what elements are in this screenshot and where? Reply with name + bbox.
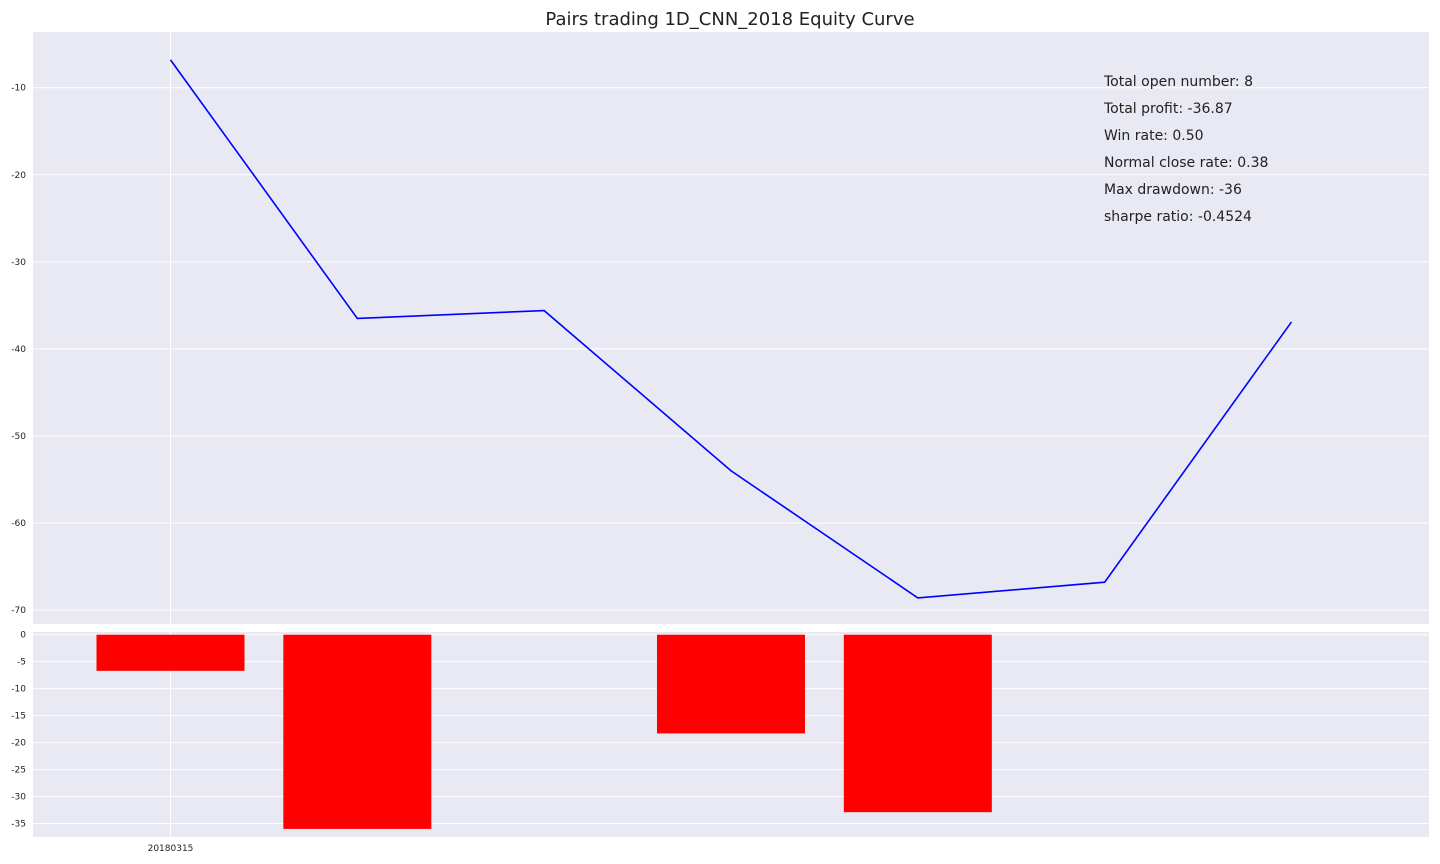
x-axis: 20180315 bbox=[148, 844, 194, 854]
equity-grid bbox=[33, 32, 1429, 624]
profit-bar bbox=[656, 634, 805, 734]
profit-bar bbox=[96, 634, 245, 671]
stat-line: Normal close rate: 0.38 bbox=[1104, 155, 1268, 171]
profit-y-tick-label: -10 bbox=[11, 685, 26, 695]
equity-y-tick-label: -30 bbox=[11, 258, 26, 268]
profit-y-axis: 0 -5 -10 -15 -20 -25 -30 -35 bbox=[11, 631, 26, 830]
stat-line: sharpe ratio: -0.4524 bbox=[1104, 209, 1252, 225]
profit-y-tick-label: -25 bbox=[11, 766, 26, 776]
equity-curve-line bbox=[169, 59, 1293, 599]
x-tick-label: 20180315 bbox=[148, 844, 194, 854]
profit-y-tick-label: -5 bbox=[17, 658, 26, 668]
profit-y-tick-label: -15 bbox=[11, 712, 26, 722]
profit-bars bbox=[96, 634, 992, 829]
profit-bar bbox=[843, 634, 992, 813]
stat-line: Max drawdown: -36 bbox=[1104, 182, 1242, 198]
profit-y-tick-label: 0 bbox=[20, 631, 26, 641]
stat-line: Win rate: 0.50 bbox=[1104, 128, 1204, 144]
profit-y-tick-label: -30 bbox=[11, 793, 26, 803]
stat-line: Total open number: 8 bbox=[1103, 74, 1253, 90]
equity-y-axis: -10 -20 -30 -40 -50 -60 -70 bbox=[11, 84, 26, 616]
equity-y-tick-label: -20 bbox=[11, 171, 26, 181]
profit-y-tick-label: -35 bbox=[11, 820, 26, 830]
equity-y-tick-label: -10 bbox=[11, 84, 26, 94]
equity-y-tick-label: -60 bbox=[11, 519, 26, 529]
profit-bar bbox=[283, 634, 432, 829]
stat-line: Total profit: -36.87 bbox=[1103, 101, 1233, 117]
equity-y-tick-label: -70 bbox=[11, 606, 26, 616]
chart-title: Pairs trading 1D_CNN_2018 Equity Curve bbox=[545, 9, 914, 30]
equity-y-tick-label: -50 bbox=[11, 432, 26, 442]
stats-annotation: Total open number: 8 Total profit: -36.87… bbox=[1103, 74, 1268, 225]
equity-plot-area bbox=[33, 32, 1429, 624]
equity-y-tick-label: -40 bbox=[11, 345, 26, 355]
profit-y-tick-label: -20 bbox=[11, 739, 26, 749]
